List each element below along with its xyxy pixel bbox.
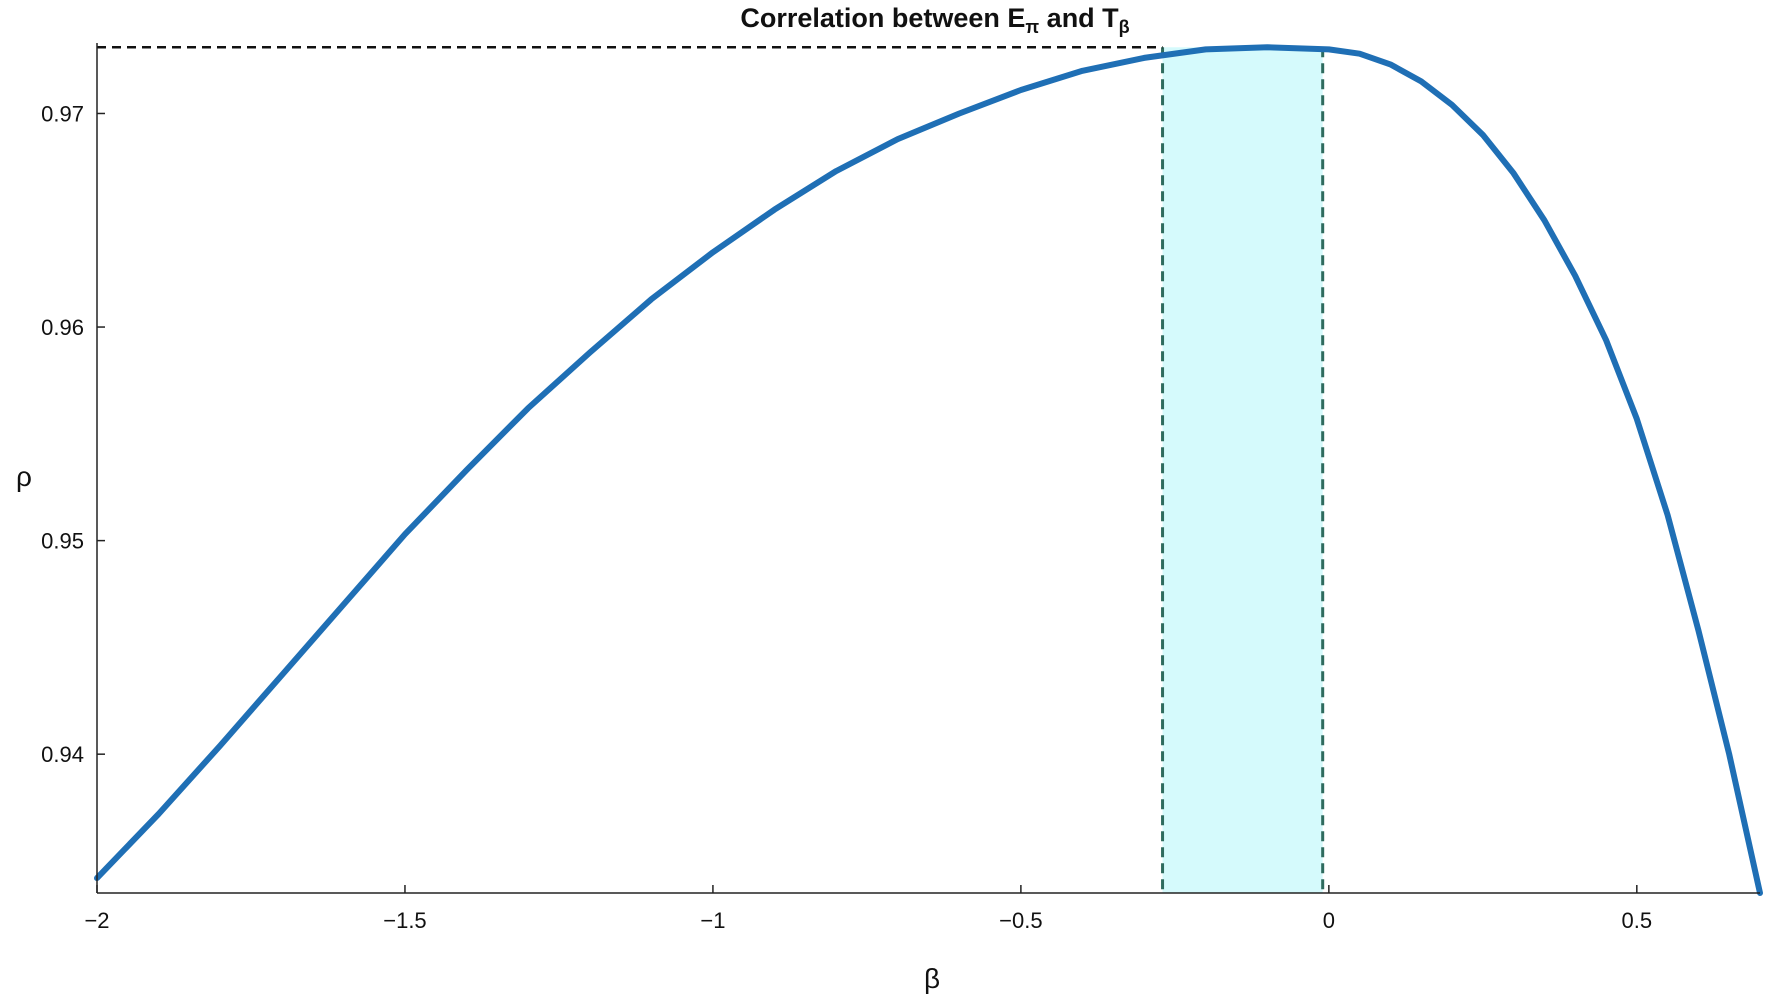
x-tick-label: −2: [84, 908, 109, 933]
x-tick-label: −1.5: [383, 908, 426, 933]
y-tick-label: 0.96: [41, 315, 84, 340]
y-ticks: 0.94 0.95 0.96 0.97: [41, 101, 105, 767]
x-tick-label: −1: [700, 908, 725, 933]
chart-title: Correlation between Eπ and Tβ: [740, 3, 1129, 37]
series-line: [94, 44, 1763, 896]
x-ticks: −2 −1.5 −1 −0.5 0 0.5: [84, 885, 1652, 933]
y-tick-label: 0.97: [41, 101, 84, 126]
x-tick-label: 0.5: [1622, 908, 1653, 933]
y-axis-label: ρ: [16, 461, 32, 492]
y-tick-label: 0.94: [41, 742, 84, 767]
y-tick-label: 0.95: [41, 529, 84, 554]
plot-area: [94, 44, 1763, 896]
axes: [96, 43, 1760, 894]
x-axis-label: β: [924, 963, 940, 994]
x-tick-label: 0: [1323, 908, 1335, 933]
optimal-band: [1162, 47, 1323, 893]
x-tick-label: −0.5: [999, 908, 1042, 933]
